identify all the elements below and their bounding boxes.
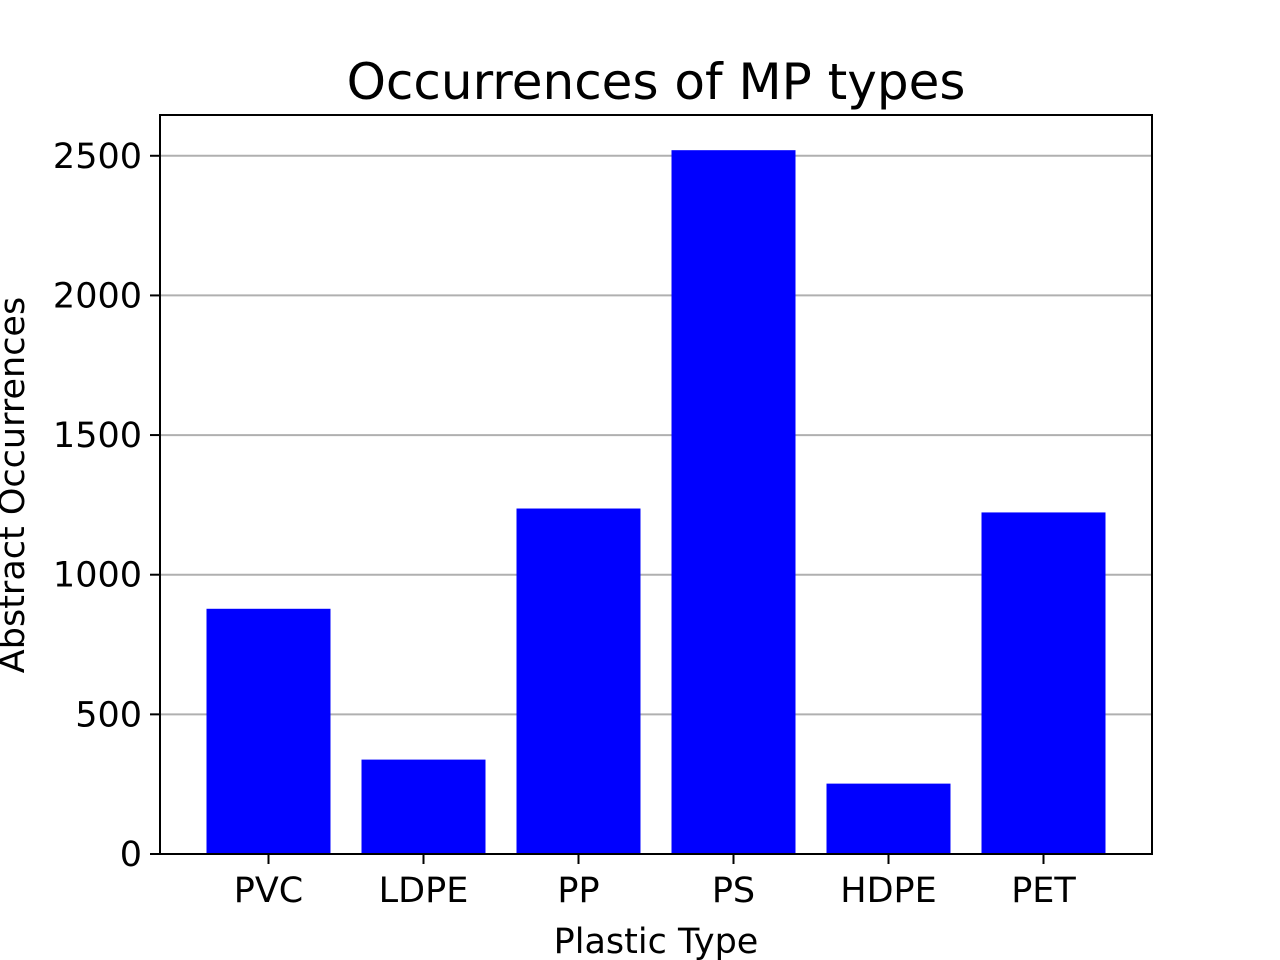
y-tick-label: 1500 bbox=[53, 416, 142, 456]
bars bbox=[206, 150, 1106, 854]
x-tick-label: PS bbox=[712, 871, 755, 911]
y-axis-ticks: 0 500 1000 1500 2000 2500 bbox=[53, 137, 160, 875]
y-axis-label: Abstract Occurrences bbox=[0, 297, 33, 673]
bar-pp bbox=[516, 508, 641, 854]
y-tick-label: 2500 bbox=[53, 137, 142, 177]
chart-title: Occurrences of MP types bbox=[347, 53, 966, 111]
y-tick-label: 0 bbox=[120, 835, 142, 875]
x-axis-ticks: PVC LDPE PP PS HDPE PET bbox=[234, 854, 1076, 911]
plot-frame bbox=[159, 114, 1153, 855]
bar-pvc bbox=[206, 608, 331, 854]
bar-ldpe bbox=[361, 759, 486, 854]
x-axis-label: Plastic Type bbox=[554, 922, 759, 960]
x-tick-label: PVC bbox=[234, 871, 304, 911]
y-tick-label: 1000 bbox=[53, 556, 142, 596]
x-tick-label: PET bbox=[1011, 871, 1076, 911]
bar-hdpe bbox=[826, 783, 951, 854]
bar-ps bbox=[671, 150, 796, 854]
x-tick-label: PP bbox=[557, 871, 599, 911]
y-tick-label: 2000 bbox=[53, 276, 142, 316]
x-tick-label: LDPE bbox=[379, 871, 469, 911]
x-tick-label: HDPE bbox=[840, 871, 937, 911]
y-tick-label: 500 bbox=[75, 695, 142, 735]
bar-pet bbox=[981, 512, 1106, 854]
